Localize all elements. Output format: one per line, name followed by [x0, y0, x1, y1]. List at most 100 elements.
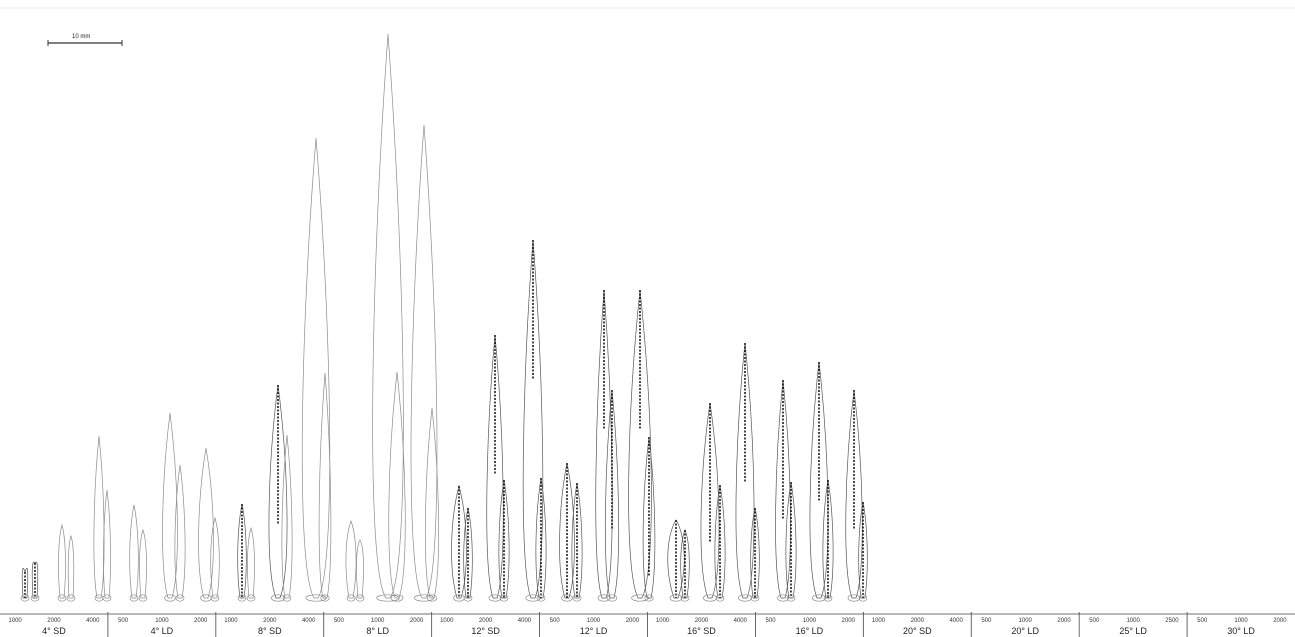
dose-tick-label: 1000 [155, 618, 169, 624]
shoot-outline [129, 504, 139, 599]
shoot-outline [642, 436, 656, 599]
treatment-label: 16° SD [687, 626, 716, 636]
shoot-base [858, 594, 868, 602]
shoot-base [644, 594, 654, 602]
shoot-base [823, 594, 833, 602]
shoot-base [669, 594, 683, 602]
shoot-base [426, 594, 438, 602]
shoot-outline [93, 435, 105, 599]
shoot-outline [498, 479, 510, 599]
dose-tick-label: 4000 [518, 618, 532, 624]
shoot-outline [775, 379, 791, 599]
shoot-base [572, 594, 582, 602]
dose-tick-label: 2000 [842, 618, 856, 624]
shoot-outline [522, 239, 544, 599]
dose-tick-label: 500 [1197, 618, 1208, 624]
shoot-base [390, 594, 404, 602]
dose-tick-label: 2000 [479, 618, 493, 624]
dose-tick-label: 1000 [224, 618, 238, 624]
shoot-outline [281, 434, 293, 599]
shoot-base [20, 594, 30, 602]
dose-tick-label: 500 [118, 618, 129, 624]
shoot-outline [388, 371, 406, 599]
shoot-outline [210, 516, 220, 599]
treatment-label: 16° LD [796, 626, 824, 636]
shoot-outline [67, 534, 75, 599]
treatment-label: 12° LD [580, 626, 608, 636]
shoot-outline [31, 561, 39, 599]
treatment-label: 8° SD [258, 626, 282, 636]
scale-bar: 10 mm [47, 34, 123, 46]
dose-tick-label: 2000 [410, 618, 424, 624]
scale-bar-label: 10 mm [72, 34, 90, 40]
shoot-base [499, 594, 509, 602]
dose-tick-label: 2000 [695, 618, 709, 624]
shoot-base [237, 594, 247, 602]
shoot-base [488, 594, 502, 602]
shoot-base [346, 594, 356, 602]
dose-tick-label: 2000 [911, 618, 925, 624]
dose-tick-label: 2000 [1273, 618, 1287, 624]
shoot-base [463, 594, 473, 602]
treatment-axis: 1000 2000 4000 4° SD 500 1000 2000 4° LD 1000 200… [0, 612, 1295, 637]
shoot-outline [58, 523, 66, 599]
shoot-outline [198, 447, 214, 599]
shoot-base [210, 594, 220, 602]
shoot-outline [356, 539, 364, 599]
shoot-outline [345, 519, 357, 599]
shoot-outline [604, 389, 620, 599]
shoot-base [66, 594, 76, 602]
treatment-label: 4° SD [42, 626, 66, 636]
dose-tick-label: 500 [981, 618, 992, 624]
shoot-outline [822, 479, 834, 599]
treatment-label: 25° LD [1119, 626, 1147, 636]
shoot-outline [372, 33, 404, 599]
treatment-label: 4° LD [151, 626, 174, 636]
shoot-outline [162, 412, 178, 599]
shoot-outline [174, 464, 186, 599]
shoot-base [355, 594, 365, 602]
treatment-label: 20° SD [903, 626, 932, 636]
shoot-base [246, 594, 256, 602]
shoot-outline [845, 389, 863, 599]
shoot-outline [451, 484, 467, 599]
treatment-label: 12° SD [471, 626, 500, 636]
shoot-base [271, 594, 285, 602]
dose-tick-label: 500 [766, 618, 777, 624]
shoot-base [453, 594, 465, 602]
shoot-base [282, 594, 292, 602]
shoot-base [57, 594, 67, 602]
shoot-base [847, 594, 861, 602]
shoot-outline [318, 372, 332, 599]
dose-tick-label: 2000 [1057, 618, 1071, 624]
dose-tick-label: 1000 [587, 618, 601, 624]
dose-tick-label: 1000 [803, 618, 817, 624]
shoot-base [129, 594, 139, 602]
shoot-outline [410, 124, 438, 599]
dose-tick-label: 2000 [194, 618, 208, 624]
shoot-base [738, 594, 752, 602]
shoot-outline [571, 482, 583, 599]
treatment-label: 8° LD [366, 626, 389, 636]
shoot-base [536, 594, 546, 602]
shoot-outline [735, 342, 755, 599]
shoot-outline [750, 507, 760, 599]
dose-tick-label: 1000 [440, 618, 454, 624]
shoot-outline [424, 407, 440, 599]
shoot-base [561, 594, 573, 602]
shoot-base [680, 594, 690, 602]
shoot-base [812, 594, 826, 602]
shoot-base [786, 594, 796, 602]
shoot-base [200, 594, 212, 602]
shoot-drawings [20, 33, 868, 602]
shoot-outline [268, 384, 288, 599]
shoot-outline [595, 289, 613, 599]
shoot-outline [463, 507, 473, 599]
dose-tick-label: 2500 [1165, 618, 1179, 624]
shoot-base [606, 594, 618, 602]
shoot-outline [700, 402, 720, 599]
dose-tick-label: 4000 [86, 618, 100, 624]
shoot-base [703, 594, 717, 602]
shoot-base [164, 594, 176, 602]
dose-tick-label: 1000 [8, 618, 22, 624]
